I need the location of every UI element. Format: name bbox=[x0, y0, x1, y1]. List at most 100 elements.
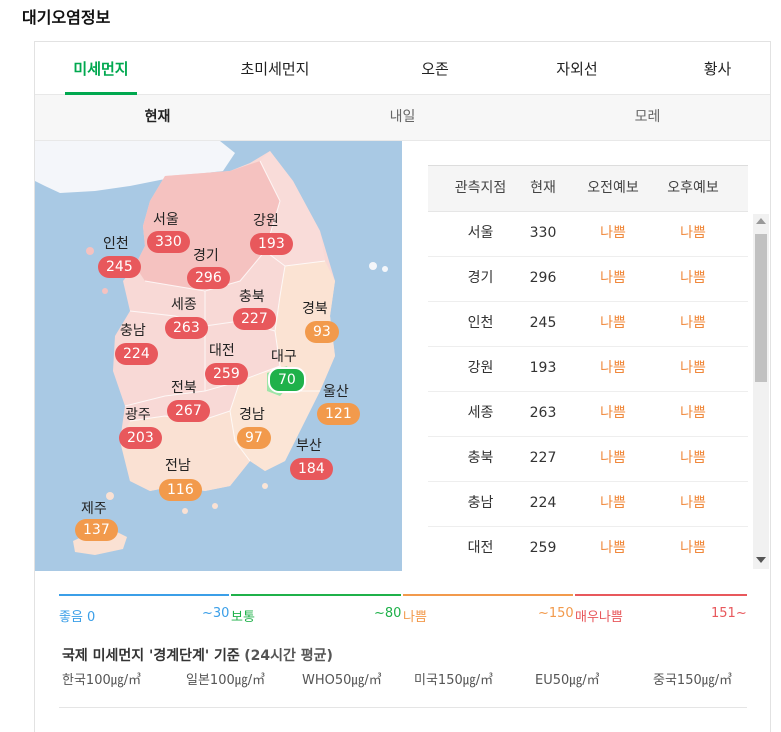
cell-pm: 나쁨 bbox=[680, 360, 706, 376]
tab-today[interactable]: 현재 bbox=[144, 109, 171, 125]
cell-am: 나쁨 bbox=[600, 450, 626, 466]
cell-am: 나쁨 bbox=[600, 315, 626, 331]
tab-day-after[interactable]: 모레 bbox=[634, 109, 661, 125]
map-badge-gyeongbuk[interactable]: 93 bbox=[305, 321, 339, 343]
legend-good: 좋음 0 bbox=[59, 610, 96, 625]
cell-site: 서울 bbox=[467, 225, 494, 241]
cell-pm: 나쁨 bbox=[680, 315, 706, 331]
scroll-up-icon[interactable] bbox=[756, 218, 766, 224]
cell-pm: 나쁨 bbox=[680, 450, 706, 466]
map-label-daegu: 대구 bbox=[271, 349, 297, 365]
scroll-down-icon[interactable] bbox=[756, 557, 766, 563]
cell-now: 193 bbox=[529, 360, 557, 376]
table-row: 대전 259 나쁨 나쁨 bbox=[428, 526, 748, 570]
cell-pm: 나쁨 bbox=[680, 540, 706, 556]
map-label-gangwon: 강원 bbox=[253, 213, 279, 229]
standard-item-japan: 일본100㎍/㎥ bbox=[186, 673, 266, 688]
map-label-jeju: 제주 bbox=[81, 501, 107, 517]
pollutant-tabs: 미세먼지 초미세먼지 오존 자외선 황사 bbox=[35, 42, 770, 95]
map-badge-jeju[interactable]: 137 bbox=[75, 519, 118, 541]
page-title: 대기오염정보 bbox=[22, 8, 111, 27]
tab-fine-dust[interactable]: 미세먼지 bbox=[65, 42, 137, 95]
map-label-sejong: 세종 bbox=[171, 297, 197, 313]
cell-now: 330 bbox=[529, 225, 557, 241]
legend-verybad: 매우나쁨 bbox=[575, 610, 623, 625]
cell-site: 대전 bbox=[467, 540, 494, 556]
map-label-gyeongnam: 경남 bbox=[239, 407, 265, 423]
cell-site: 경기 bbox=[467, 270, 494, 286]
air-pollution-panel: 미세먼지 초미세먼지 오존 자외선 황사 현재 내일 모레 bbox=[34, 41, 771, 732]
map-badge-chungbuk[interactable]: 227 bbox=[233, 308, 276, 330]
legend-normal-bound: ~30 bbox=[202, 606, 230, 621]
map-badge-gyeonggi[interactable]: 296 bbox=[187, 267, 230, 289]
map-badge-daejeon[interactable]: 259 bbox=[205, 363, 248, 385]
table-row: 강원 193 나쁨 나쁨 bbox=[428, 346, 748, 392]
table-row: 세종 263 나쁨 나쁨 bbox=[428, 391, 748, 437]
tab-ozone[interactable]: 오존 bbox=[421, 60, 449, 78]
tab-yellow-dust[interactable]: 황사 bbox=[703, 60, 732, 78]
cell-am: 나쁨 bbox=[600, 495, 626, 511]
standard-item-usa: 미국150㎍/㎥ bbox=[414, 673, 494, 688]
map-badge-chungnam[interactable]: 224 bbox=[115, 343, 158, 365]
cell-now: 259 bbox=[529, 540, 557, 556]
map-badge-incheon[interactable]: 245 bbox=[98, 256, 141, 278]
table-header: 관측지점 현재 오전예보 오후예보 bbox=[428, 165, 748, 212]
legend-bar-normal bbox=[231, 594, 401, 596]
map-label-gwangju: 광주 bbox=[125, 407, 151, 423]
map-badge-gangwon[interactable]: 193 bbox=[250, 233, 293, 255]
map-badge-seoul[interactable]: 330 bbox=[147, 231, 190, 253]
tab-uv[interactable]: 자외선 bbox=[556, 60, 598, 78]
map-badge-jeonbuk[interactable]: 267 bbox=[167, 400, 210, 422]
standard-item-korea: 한국100㎍/㎥ bbox=[62, 673, 142, 688]
cell-site: 충남 bbox=[467, 495, 494, 511]
header-site: 관측지점 bbox=[454, 180, 507, 196]
cell-site: 강원 bbox=[467, 360, 494, 376]
scroll-thumb[interactable] bbox=[755, 234, 767, 382]
standard-list: 한국100㎍/㎥ 일본100㎍/㎥ WHO50㎍/㎥ 미국150㎍/㎥ EU50… bbox=[62, 669, 747, 689]
legend-bar-bad bbox=[403, 594, 573, 596]
map-badge-sejong[interactable]: 263 bbox=[165, 317, 208, 339]
legend-normal: 보통 bbox=[231, 610, 255, 625]
map-label-gyeongbuk: 경북 bbox=[302, 301, 328, 317]
map-label-gyeonggi: 경기 bbox=[193, 248, 219, 264]
table-row: 충북 227 나쁨 나쁨 bbox=[428, 436, 748, 482]
cell-pm: 나쁨 bbox=[680, 270, 706, 286]
cell-pm: 나쁨 bbox=[680, 495, 706, 511]
cell-am: 나쁨 bbox=[600, 405, 626, 421]
cell-now: 245 bbox=[529, 315, 557, 331]
tab-ultrafine-dust[interactable]: 초미세먼지 bbox=[240, 60, 310, 78]
legend-verybad-bound: ~150 bbox=[538, 606, 574, 621]
legend-bar-good bbox=[59, 594, 229, 596]
map-label-incheon: 인천 bbox=[103, 236, 129, 252]
map-label-chungbuk: 충북 bbox=[239, 289, 265, 305]
map-badge-jeonnam[interactable]: 116 bbox=[159, 479, 202, 501]
table-row: 인천 245 나쁨 나쁨 bbox=[428, 301, 748, 347]
map-badge-busan[interactable]: 184 bbox=[290, 458, 333, 480]
map-label-seoul: 서울 bbox=[153, 212, 179, 228]
map-label-jeonbuk: 전북 bbox=[171, 380, 197, 396]
legend-bad-bound: ~80 bbox=[374, 606, 402, 621]
map-badge-gyeongnam[interactable]: 97 bbox=[237, 427, 271, 449]
header-now: 현재 bbox=[530, 180, 556, 196]
tab-tomorrow[interactable]: 내일 bbox=[389, 109, 416, 125]
table-row: 서울 330 나쁨 나쁨 bbox=[428, 211, 748, 257]
standard-item-eu: EU50㎍/㎥ bbox=[535, 673, 600, 688]
cell-site: 세종 bbox=[467, 405, 494, 421]
map-badge-gwangju[interactable]: 203 bbox=[119, 427, 162, 449]
header-am-forecast: 오전예보 bbox=[587, 180, 639, 196]
cell-now: 227 bbox=[529, 450, 557, 466]
map-badge-ulsan[interactable]: 121 bbox=[317, 403, 360, 425]
map-badge-daegu[interactable]: 70 bbox=[268, 367, 306, 393]
standard-item-china: 중국150㎍/㎥ bbox=[653, 673, 733, 688]
table-scrollbar[interactable] bbox=[753, 214, 769, 569]
divider bbox=[59, 707, 747, 708]
cell-pm: 나쁨 bbox=[680, 225, 706, 241]
header-pm-forecast: 오후예보 bbox=[667, 180, 719, 196]
standard-item-who: WHO50㎍/㎥ bbox=[302, 673, 382, 688]
day-tabs: 현재 내일 모레 bbox=[35, 95, 770, 141]
map-label-jeonnam: 전남 bbox=[165, 458, 191, 474]
cell-am: 나쁨 bbox=[600, 360, 626, 376]
table-row: 경기 296 나쁨 나쁨 bbox=[428, 256, 748, 302]
cell-am: 나쁨 bbox=[600, 270, 626, 286]
cell-site: 충북 bbox=[467, 450, 494, 466]
